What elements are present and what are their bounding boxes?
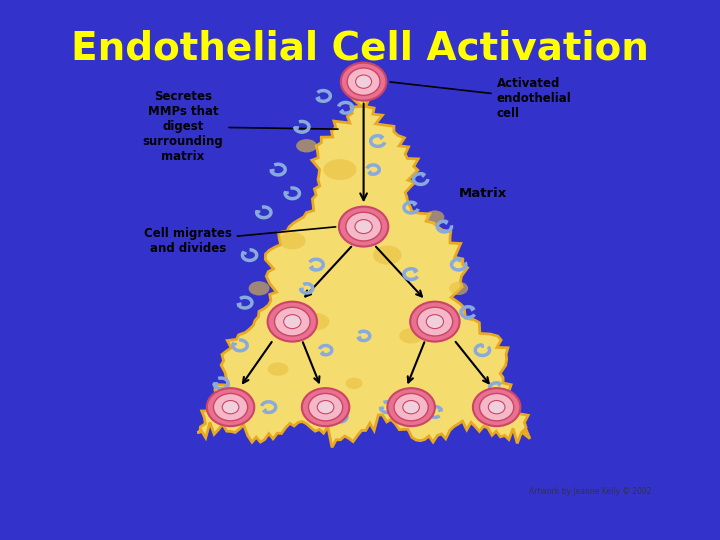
Ellipse shape	[426, 315, 444, 329]
Ellipse shape	[417, 307, 453, 336]
Text: Matrix: Matrix	[458, 187, 507, 200]
Ellipse shape	[207, 388, 254, 426]
Ellipse shape	[449, 282, 468, 295]
Ellipse shape	[355, 220, 372, 234]
Ellipse shape	[318, 401, 334, 414]
Ellipse shape	[426, 211, 444, 224]
Ellipse shape	[346, 212, 382, 241]
Ellipse shape	[480, 394, 514, 421]
Ellipse shape	[346, 377, 363, 389]
Ellipse shape	[356, 75, 372, 89]
Text: Secretes
MMPs that
digest
surrounding
matrix: Secretes MMPs that digest surrounding ma…	[143, 90, 338, 163]
Ellipse shape	[303, 313, 329, 330]
Text: Artwork by Jeanne Kelly © 2002: Artwork by Jeanne Kelly © 2002	[529, 487, 652, 496]
Ellipse shape	[387, 388, 435, 426]
Ellipse shape	[394, 394, 428, 421]
Ellipse shape	[323, 159, 356, 180]
Ellipse shape	[302, 388, 349, 426]
Ellipse shape	[339, 207, 388, 247]
Text: Activated
endothelial
cell: Activated endothelial cell	[390, 77, 572, 120]
Ellipse shape	[284, 315, 301, 329]
Polygon shape	[197, 77, 530, 447]
Ellipse shape	[402, 401, 420, 414]
Text: Endothelial Cell Activation: Endothelial Cell Activation	[71, 30, 649, 68]
Ellipse shape	[373, 246, 402, 265]
Ellipse shape	[473, 388, 521, 426]
Ellipse shape	[488, 401, 505, 414]
Ellipse shape	[296, 139, 317, 152]
Ellipse shape	[341, 63, 387, 100]
Ellipse shape	[222, 401, 239, 414]
Ellipse shape	[213, 394, 248, 421]
Ellipse shape	[248, 281, 269, 295]
Ellipse shape	[274, 307, 310, 336]
Ellipse shape	[279, 232, 305, 249]
Ellipse shape	[392, 392, 411, 404]
Ellipse shape	[308, 394, 343, 421]
Ellipse shape	[268, 362, 289, 376]
Ellipse shape	[399, 328, 423, 343]
Text: Cell migrates
and divides: Cell migrates and divides	[144, 227, 336, 255]
Ellipse shape	[268, 302, 317, 342]
Ellipse shape	[410, 302, 459, 342]
Ellipse shape	[347, 68, 380, 96]
